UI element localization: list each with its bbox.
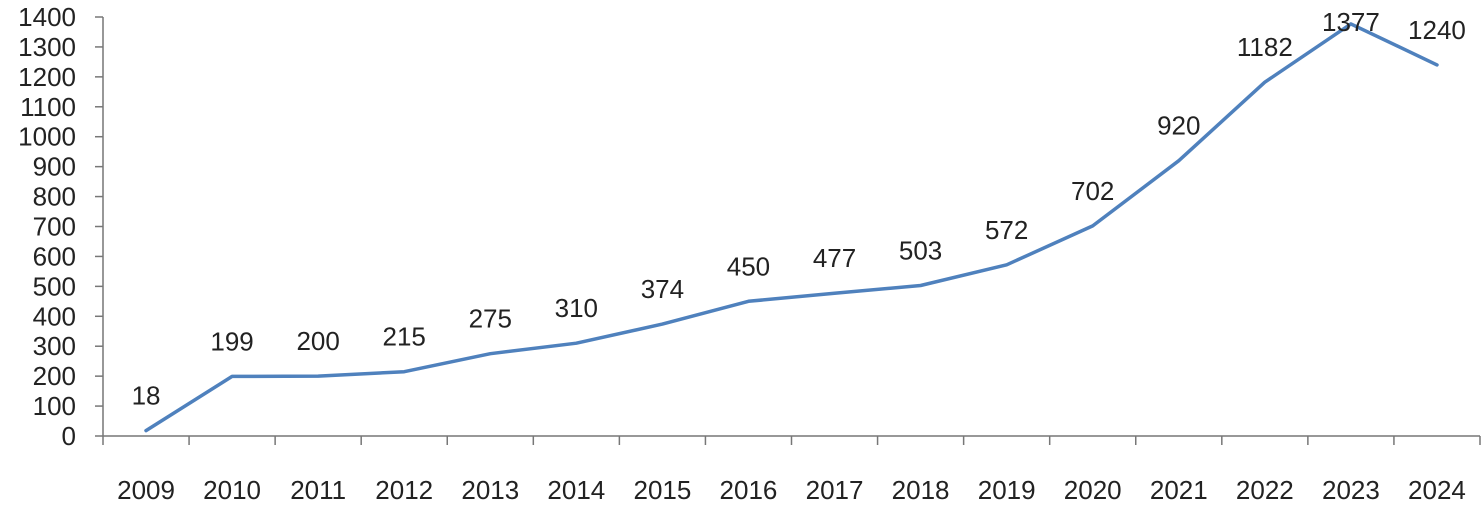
x-tick-label: 2010 bbox=[203, 475, 261, 505]
x-tick-label: 2015 bbox=[633, 475, 691, 505]
x-tick-label: 2013 bbox=[461, 475, 519, 505]
data-label: 200 bbox=[296, 326, 339, 356]
x-tick-label: 2011 bbox=[290, 475, 346, 505]
x-tick-label: 2009 bbox=[117, 475, 175, 505]
series-line bbox=[144, 22, 1439, 433]
axes bbox=[102, 17, 1480, 437]
data-label: 477 bbox=[813, 243, 856, 273]
y-tick-label: 1300 bbox=[18, 32, 76, 62]
data-label: 215 bbox=[383, 322, 426, 352]
x-tick-label: 2016 bbox=[720, 475, 778, 505]
y-tick-label: 900 bbox=[33, 152, 76, 182]
data-label: 1182 bbox=[1237, 32, 1293, 62]
y-tick-label: 200 bbox=[33, 361, 76, 391]
x-tick-label: 2023 bbox=[1322, 475, 1380, 505]
data-label: 275 bbox=[469, 304, 512, 334]
data-label: 199 bbox=[210, 326, 253, 356]
y-tick-label: 700 bbox=[33, 212, 76, 242]
x-tick-label: 2012 bbox=[375, 475, 433, 505]
y-tick-label: 1400 bbox=[18, 2, 76, 32]
data-label: 920 bbox=[1157, 111, 1200, 141]
x-axis-ticks: 2009 2010 2011 2012 2013 2014 2015 2016 2017 2018… bbox=[102, 436, 1481, 505]
x-tick-label: 2019 bbox=[978, 475, 1036, 505]
data-label: 702 bbox=[1071, 176, 1114, 206]
y-tick-label: 500 bbox=[33, 271, 76, 301]
y-axis-ticks: 0100200300400500600700800900100011001200… bbox=[18, 2, 103, 451]
data-label: 310 bbox=[555, 293, 598, 323]
data-label: 450 bbox=[727, 251, 770, 281]
data-label: 503 bbox=[899, 235, 942, 265]
series-layer bbox=[144, 22, 1439, 433]
x-tick-label: 2014 bbox=[547, 475, 605, 505]
x-tick-label: 2024 bbox=[1408, 475, 1466, 505]
data-label: 1377 bbox=[1322, 7, 1380, 37]
x-tick-label: 2021 bbox=[1150, 475, 1208, 505]
y-tick-label: 1100 bbox=[20, 92, 76, 122]
x-tick-label: 2018 bbox=[892, 475, 950, 505]
x-tick-label: 2022 bbox=[1236, 475, 1294, 505]
x-tick-label: 2017 bbox=[806, 475, 864, 505]
data-label: 374 bbox=[641, 274, 684, 304]
y-tick-label: 1000 bbox=[18, 122, 76, 152]
data-label: 572 bbox=[985, 215, 1028, 245]
y-tick-label: 0 bbox=[62, 421, 76, 451]
y-tick-label: 100 bbox=[33, 391, 76, 421]
x-tick-label: 2020 bbox=[1064, 475, 1122, 505]
data-labels: 18 199 200 215 275 310 374 450 477 503 572 702 920 11… bbox=[132, 7, 1466, 411]
data-label: 18 bbox=[132, 381, 161, 411]
y-tick-label: 800 bbox=[33, 182, 76, 212]
data-label: 1240 bbox=[1408, 15, 1466, 45]
y-tick-label: 300 bbox=[33, 331, 76, 361]
y-tick-label: 1200 bbox=[18, 62, 76, 92]
y-tick-label: 400 bbox=[33, 301, 76, 331]
y-tick-label: 600 bbox=[33, 241, 76, 271]
